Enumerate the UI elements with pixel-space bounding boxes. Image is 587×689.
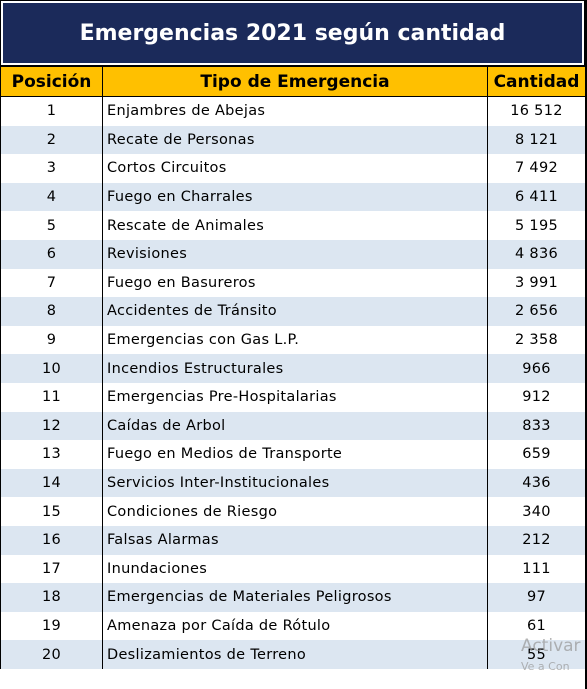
table-row: 14 Servicios Inter-Institucionales 436 bbox=[0, 468, 586, 498]
quantity: 436 bbox=[487, 468, 586, 498]
quantity: 5 195 bbox=[487, 211, 586, 240]
table-row: 4 Fuego en Charrales 6 411 bbox=[0, 182, 586, 212]
table-row: 15 Condiciones de Riesgo 340 bbox=[0, 497, 586, 526]
quantity: 659 bbox=[487, 440, 586, 469]
quantity: 111 bbox=[487, 554, 586, 584]
position: 15 bbox=[0, 497, 103, 526]
emergency-type: Deslizamientos de Terreno bbox=[102, 640, 488, 669]
emergency-type: Amenaza por Caída de Rótulo bbox=[102, 611, 488, 641]
watermark-text: Ve a Con bbox=[521, 660, 570, 673]
table-row: 7 Fuego en Basureros 3 991 bbox=[0, 268, 586, 298]
position: 1 bbox=[0, 96, 103, 126]
column-header: Cantidad bbox=[487, 66, 586, 97]
position: 5 bbox=[0, 211, 103, 240]
position: 6 bbox=[0, 239, 103, 269]
quantity: 833 bbox=[487, 411, 586, 441]
table-row: 12 Caídas de Arbol 833 bbox=[0, 411, 586, 441]
table-row: 9 Emergencias con Gas L.P. 2 358 bbox=[0, 325, 586, 355]
emergency-type: Incendios Estructurales bbox=[102, 354, 488, 383]
emergency-type: Fuego en Basureros bbox=[102, 268, 488, 298]
position: 16 bbox=[0, 525, 103, 555]
position: 18 bbox=[0, 583, 103, 612]
position: 20 bbox=[0, 640, 103, 669]
position: 14 bbox=[0, 468, 103, 498]
table-row: 13 Fuego en Medios de Transporte 659 bbox=[0, 440, 586, 469]
header-row: Posición Tipo de Emergencia Cantidad bbox=[0, 66, 586, 97]
quantity: 212 bbox=[487, 525, 586, 555]
table-body: 1 Enjambres de Abejas 16 512 2 Recate de Per… bbox=[0, 96, 586, 669]
position: 12 bbox=[0, 411, 103, 441]
position: 19 bbox=[0, 611, 103, 641]
position: 11 bbox=[0, 382, 103, 412]
emergency-type: Inundaciones bbox=[102, 554, 488, 584]
quantity: 912 bbox=[487, 382, 586, 412]
table-row: 17 Inundaciones 111 bbox=[0, 554, 586, 584]
table-row: 18 Emergencias de Materiales Peligrosos 97 bbox=[0, 583, 586, 612]
quantity: 4 836 bbox=[487, 239, 586, 269]
quantity: 7 492 bbox=[487, 154, 586, 183]
emergency-type: Accidentes de Tránsito bbox=[102, 297, 488, 326]
emergency-type: Servicios Inter-Institucionales bbox=[102, 468, 488, 498]
position: 7 bbox=[0, 268, 103, 298]
quantity: 97 bbox=[487, 583, 586, 612]
position: 3 bbox=[0, 154, 103, 183]
table-row: 20 Deslizamientos de Terreno 55 bbox=[0, 640, 586, 669]
quantity: 966 bbox=[487, 354, 586, 383]
quantity: 340 bbox=[487, 497, 586, 526]
position: 13 bbox=[0, 440, 103, 469]
quantity: 2 656 bbox=[487, 297, 586, 326]
quantity: 61 bbox=[487, 611, 586, 641]
emergency-table: Posición Tipo de Emergencia Cantidad 1 Enja… bbox=[0, 66, 586, 669]
emergency-type: Fuego en Charrales bbox=[102, 182, 488, 212]
emergency-type: Emergencias Pre-Hospitalarias bbox=[102, 382, 488, 412]
column-header: Tipo de Emergencia bbox=[102, 66, 488, 97]
emergency-type: Falsas Alarmas bbox=[102, 525, 488, 555]
emergency-type: Cortos Circuitos bbox=[102, 154, 488, 183]
emergency-type: Condiciones de Riesgo bbox=[102, 497, 488, 526]
position: 4 bbox=[0, 182, 103, 212]
table-row: 2 Recate de Personas 8 121 bbox=[0, 125, 586, 155]
table-row: 16 Falsas Alarmas 212 bbox=[0, 525, 586, 555]
table-row: 19 Amenaza por Caída de Rótulo 61 bbox=[0, 611, 586, 641]
quantity: 6 411 bbox=[487, 182, 586, 212]
position: 10 bbox=[0, 354, 103, 383]
table-row: 1 Enjambres de Abejas 16 512 bbox=[0, 96, 586, 126]
position: 2 bbox=[0, 125, 103, 155]
quantity: 2 358 bbox=[487, 325, 586, 355]
quantity: 8 121 bbox=[487, 125, 586, 155]
watermark-text: Activar bbox=[521, 636, 581, 656]
position: 8 bbox=[0, 297, 103, 326]
table-row: 3 Cortos Circuitos 7 492 bbox=[0, 154, 586, 183]
emergency-type: Revisiones bbox=[102, 239, 488, 269]
table-row: 11 Emergencias Pre-Hospitalarias 912 bbox=[0, 382, 586, 412]
position: 9 bbox=[0, 325, 103, 355]
table-row: 8 Accidentes de Tránsito 2 656 bbox=[0, 297, 586, 326]
emergency-type: Rescate de Animales bbox=[102, 211, 488, 240]
quantity: 3 991 bbox=[487, 268, 586, 298]
quantity: 16 512 bbox=[487, 96, 586, 126]
table-title: Emergencias 2021 según cantidad bbox=[0, 0, 585, 66]
emergency-type: Fuego en Medios de Transporte bbox=[102, 440, 488, 469]
table-row: 10 Incendios Estructurales 966 bbox=[0, 354, 586, 383]
emergency-type: Emergencias de Materiales Peligrosos bbox=[102, 583, 488, 612]
emergency-type: Emergencias con Gas L.P. bbox=[102, 325, 488, 355]
emergency-type: Recate de Personas bbox=[102, 125, 488, 155]
emergency-type: Caídas de Arbol bbox=[102, 411, 488, 441]
table-row: 6 Revisiones 4 836 bbox=[0, 239, 586, 269]
column-header: Posición bbox=[0, 66, 103, 97]
table-row: 5 Rescate de Animales 5 195 bbox=[0, 211, 586, 240]
quantity: 55 bbox=[487, 640, 586, 669]
position: 17 bbox=[0, 554, 103, 584]
emergency-type: Enjambres de Abejas bbox=[102, 96, 488, 126]
